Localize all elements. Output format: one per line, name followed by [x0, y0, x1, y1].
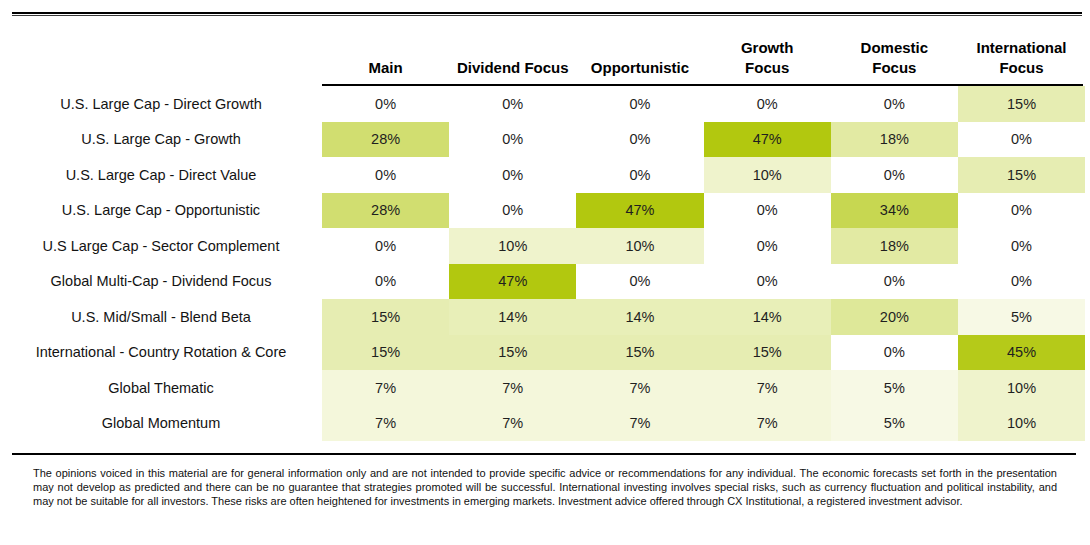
- value-cell-international-focus: 0%: [958, 264, 1085, 300]
- value-cell-growth-focus: 7%: [704, 370, 831, 406]
- value-cell-domestic-focus: 20%: [831, 299, 958, 335]
- value-cell-main: 7%: [322, 406, 449, 442]
- value-cell-domestic-focus: 0%: [831, 86, 958, 122]
- table-row-global-momentum: Global Momentum7%7%7%7%5%10%: [0, 406, 1085, 442]
- value-cell-international-focus: 0%: [958, 193, 1085, 229]
- value-cell-main: 0%: [322, 264, 449, 300]
- value-cell-domestic-focus: 5%: [831, 370, 958, 406]
- row-label: Global Momentum: [0, 406, 322, 442]
- value-cell-main: 28%: [322, 122, 449, 158]
- value-cell-dividend-focus: 10%: [449, 228, 576, 264]
- value-cell-domestic-focus: 18%: [831, 228, 958, 264]
- column-header-international-focus: International Focus: [958, 16, 1085, 84]
- value-cell-growth-focus: 0%: [704, 228, 831, 264]
- table-header-row: MainDividend FocusOpportunisticGrowth Fo…: [0, 16, 1085, 84]
- value-cell-domestic-focus: 0%: [831, 264, 958, 300]
- value-cell-opportunistic: 7%: [576, 370, 703, 406]
- value-cell-main: 0%: [322, 86, 449, 122]
- allocation-heatmap-table: MainDividend FocusOpportunisticGrowth Fo…: [0, 16, 1085, 441]
- value-cell-main: 15%: [322, 299, 449, 335]
- value-cell-opportunistic: 0%: [576, 264, 703, 300]
- value-cell-dividend-focus: 7%: [449, 370, 576, 406]
- value-cell-growth-focus: 0%: [704, 193, 831, 229]
- value-cell-dividend-focus: 0%: [449, 193, 576, 229]
- value-cell-opportunistic: 10%: [576, 228, 703, 264]
- value-cell-domestic-focus: 0%: [831, 335, 958, 371]
- value-cell-international-focus: 45%: [958, 335, 1085, 371]
- row-label: U.S. Large Cap - Direct Growth: [0, 86, 322, 122]
- value-cell-dividend-focus: 15%: [449, 335, 576, 371]
- column-header-dividend-focus: Dividend Focus: [449, 16, 576, 84]
- value-cell-opportunistic: 0%: [576, 86, 703, 122]
- value-cell-opportunistic: 7%: [576, 406, 703, 442]
- table-row-global-multi-cap-dividend-focus: Global Multi-Cap - Dividend Focus0%47%0%…: [0, 264, 1085, 300]
- row-label: International - Country Rotation & Core: [0, 335, 322, 371]
- row-label: U.S. Mid/Small - Blend Beta: [0, 299, 322, 335]
- row-label: U.S. Large Cap - Growth: [0, 122, 322, 158]
- value-cell-international-focus: 0%: [958, 228, 1085, 264]
- corner-cell: [0, 16, 322, 84]
- row-label: Global Multi-Cap - Dividend Focus: [0, 264, 322, 300]
- column-header-domestic-focus: Domestic Focus: [831, 16, 958, 84]
- table-row-u-s-large-cap-sector-complement: U.S Large Cap - Sector Complement0%10%10…: [0, 228, 1085, 264]
- row-label: U.S. Large Cap - Opportunistic: [0, 193, 322, 229]
- value-cell-international-focus: 15%: [958, 157, 1085, 193]
- column-header-growth-focus: Growth Focus: [704, 16, 831, 84]
- value-cell-dividend-focus: 0%: [449, 157, 576, 193]
- value-cell-opportunistic: 14%: [576, 299, 703, 335]
- value-cell-growth-focus: 0%: [704, 86, 831, 122]
- table-row-international-country-rotation-core: International - Country Rotation & Core1…: [0, 335, 1085, 371]
- column-header-opportunistic: Opportunistic: [576, 16, 703, 84]
- table-body: U.S. Large Cap - Direct Growth0%0%0%0%0%…: [0, 86, 1085, 441]
- table-row-u-s-large-cap-direct-value: U.S. Large Cap - Direct Value0%0%0%10%0%…: [0, 157, 1085, 193]
- table-row-u-s-large-cap-opportunistic: U.S. Large Cap - Opportunistic28%0%47%0%…: [0, 193, 1085, 229]
- row-label: U.S Large Cap - Sector Complement: [0, 228, 322, 264]
- value-cell-growth-focus: 7%: [704, 406, 831, 442]
- value-cell-growth-focus: 47%: [704, 122, 831, 158]
- value-cell-growth-focus: 14%: [704, 299, 831, 335]
- value-cell-growth-focus: 0%: [704, 264, 831, 300]
- table-row-u-s-mid-small-blend-beta: U.S. Mid/Small - Blend Beta15%14%14%14%2…: [0, 299, 1085, 335]
- column-header-main: Main: [322, 16, 449, 84]
- value-cell-dividend-focus: 47%: [449, 264, 576, 300]
- value-cell-main: 7%: [322, 370, 449, 406]
- value-cell-international-focus: 5%: [958, 299, 1085, 335]
- value-cell-main: 15%: [322, 335, 449, 371]
- bottom-divider: [12, 453, 1076, 455]
- value-cell-international-focus: 0%: [958, 122, 1085, 158]
- value-cell-international-focus: 10%: [958, 370, 1085, 406]
- value-cell-domestic-focus: 0%: [831, 157, 958, 193]
- value-cell-opportunistic: 0%: [576, 122, 703, 158]
- value-cell-domestic-focus: 5%: [831, 406, 958, 442]
- value-cell-opportunistic: 15%: [576, 335, 703, 371]
- value-cell-domestic-focus: 18%: [831, 122, 958, 158]
- value-cell-main: 0%: [322, 157, 449, 193]
- value-cell-domestic-focus: 34%: [831, 193, 958, 229]
- value-cell-growth-focus: 10%: [704, 157, 831, 193]
- value-cell-dividend-focus: 0%: [449, 122, 576, 158]
- table-row-u-s-large-cap-growth: U.S. Large Cap - Growth28%0%0%47%18%0%: [0, 122, 1085, 158]
- value-cell-international-focus: 15%: [958, 86, 1085, 122]
- value-cell-opportunistic: 0%: [576, 157, 703, 193]
- value-cell-main: 28%: [322, 193, 449, 229]
- disclaimer-text: The opinions voiced in this material are…: [33, 466, 1057, 508]
- value-cell-international-focus: 10%: [958, 406, 1085, 442]
- table-row-u-s-large-cap-direct-growth: U.S. Large Cap - Direct Growth0%0%0%0%0%…: [0, 86, 1085, 122]
- value-cell-main: 0%: [322, 228, 449, 264]
- value-cell-dividend-focus: 14%: [449, 299, 576, 335]
- value-cell-opportunistic: 47%: [576, 193, 703, 229]
- value-cell-dividend-focus: 0%: [449, 86, 576, 122]
- row-label: Global Thematic: [0, 370, 322, 406]
- value-cell-dividend-focus: 7%: [449, 406, 576, 442]
- table-row-global-thematic: Global Thematic7%7%7%7%5%10%: [0, 370, 1085, 406]
- value-cell-growth-focus: 15%: [704, 335, 831, 371]
- row-label: U.S. Large Cap - Direct Value: [0, 157, 322, 193]
